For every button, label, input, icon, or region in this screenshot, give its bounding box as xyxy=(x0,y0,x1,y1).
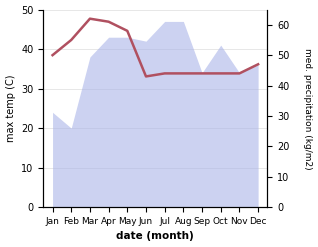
Y-axis label: max temp (C): max temp (C) xyxy=(5,75,16,142)
X-axis label: date (month): date (month) xyxy=(116,231,194,242)
Y-axis label: med. precipitation (kg/m2): med. precipitation (kg/m2) xyxy=(303,48,313,169)
